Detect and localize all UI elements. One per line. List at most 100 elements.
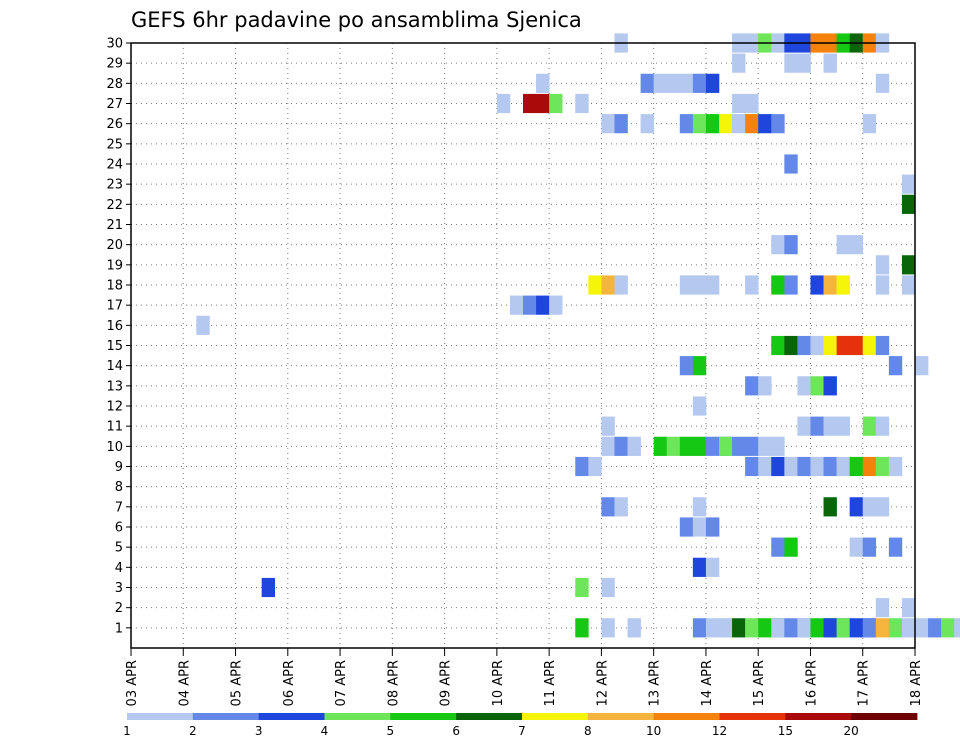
heatmap-cell <box>692 497 707 517</box>
colorbar-label: 15 <box>778 724 793 738</box>
heatmap-cell <box>901 255 916 275</box>
heatmap-cell <box>705 73 720 93</box>
y-tick-label: 2 <box>115 601 123 616</box>
y-tick-label: 3 <box>115 581 123 596</box>
heatmap-cell <box>549 295 563 315</box>
heatmap-cell <box>601 275 615 295</box>
colorbar-label: 3 <box>255 724 263 738</box>
heatmap-cell <box>719 618 733 638</box>
heatmap-cell <box>849 497 864 517</box>
y-tick-label: 9 <box>115 460 123 475</box>
heatmap-cell <box>627 436 641 456</box>
heatmap-cell <box>810 456 824 477</box>
heatmap-cell <box>640 73 654 93</box>
heatmap-cell <box>797 618 811 638</box>
x-tick-label: 05 APR <box>230 660 245 706</box>
heatmap-cell <box>888 618 903 638</box>
x-tick-label: 15 APR <box>752 660 767 706</box>
heatmap-cell <box>745 618 759 638</box>
y-tick-label: 8 <box>115 480 123 495</box>
heatmap-cell <box>692 396 707 416</box>
heatmap-cell <box>888 356 903 376</box>
colorbar-label: 10 <box>646 724 661 738</box>
heatmap-cell <box>901 174 916 194</box>
heatmap-cell <box>901 598 916 618</box>
y-tick-label: 1 <box>115 621 123 636</box>
heatmap-cell <box>627 618 641 638</box>
x-tick-label: 10 APR <box>491 660 506 706</box>
y-tick-label: 22 <box>106 198 123 213</box>
colorbar-swatch <box>258 713 325 720</box>
grid-lines <box>131 42 915 648</box>
heatmap-cell <box>614 436 628 456</box>
heatmap-cells <box>196 33 960 638</box>
heatmap-cell <box>888 456 903 477</box>
heatmap-cell <box>888 537 903 557</box>
heatmap-cell <box>679 356 694 376</box>
heatmap-cell <box>732 93 759 114</box>
colorbar: 1 2 3 4 5 6 7 8 10 12 15 20 <box>123 713 918 738</box>
heatmap-cell <box>875 456 890 477</box>
y-tick-label: 28 <box>106 77 123 92</box>
heatmap-cell <box>915 618 929 638</box>
heatmap-cell <box>836 275 850 295</box>
heatmap-cell <box>196 315 210 335</box>
heatmap-cell <box>692 356 707 376</box>
heatmap-cell <box>692 73 707 93</box>
heatmap-cell <box>862 114 877 134</box>
x-tick-label: 04 APR <box>177 660 192 706</box>
heatmap-cell <box>771 114 785 134</box>
heatmap-cell <box>705 517 720 537</box>
heatmap-cell <box>575 456 589 477</box>
x-tick-label: 13 APR <box>648 660 663 706</box>
heatmap-cell <box>692 557 707 577</box>
heatmap-cell <box>823 53 837 73</box>
heatmap-cell <box>575 93 589 114</box>
heatmap-cell <box>862 497 890 517</box>
heatmap-cell <box>601 416 615 436</box>
colorbar-swatch <box>653 713 720 720</box>
colorbar-label: 7 <box>518 724 526 738</box>
y-tick-label: 20 <box>106 238 123 253</box>
heatmap-cell <box>732 618 746 638</box>
colorbar-swatch <box>192 713 260 720</box>
heatmap-cell <box>653 73 694 93</box>
y-tick-label: 11 <box>106 420 123 435</box>
heatmap-cell <box>745 114 759 134</box>
heatmap-cell <box>771 235 785 255</box>
heatmap-cell <box>784 456 798 477</box>
y-tick-label: 16 <box>106 319 123 334</box>
heatmap-cell <box>523 93 550 114</box>
heatmap-cell <box>536 295 550 315</box>
heatmap-cell <box>862 618 877 638</box>
heatmap-cell <box>875 335 890 356</box>
heatmap-cell <box>758 376 772 396</box>
heatmap-cell <box>810 275 824 295</box>
heatmap-cell <box>771 456 785 477</box>
heatmap-cell <box>797 376 811 396</box>
heatmap-cell <box>862 537 877 557</box>
y-axis: 1234567891011121314151617181920212223242… <box>106 37 131 636</box>
y-tick-label: 4 <box>115 561 123 576</box>
heatmap-cell <box>862 416 877 436</box>
heatmap-cell <box>679 436 707 456</box>
heatmap-cell <box>719 114 733 134</box>
y-tick-label: 21 <box>106 218 123 233</box>
x-tick-label: 03 APR <box>125 660 140 706</box>
colorbar-label: 1 <box>123 724 131 738</box>
x-tick-label: 08 APR <box>386 660 401 706</box>
y-tick-label: 29 <box>106 57 123 72</box>
colorbar-swatch <box>785 713 852 720</box>
heatmap-cell <box>758 436 785 456</box>
heatmap-cell <box>666 436 681 456</box>
heatmap-cell <box>705 557 720 577</box>
y-tick-label: 10 <box>106 440 123 455</box>
heatmap-cell <box>745 376 759 396</box>
colorbar-label: 2 <box>189 724 197 738</box>
heatmap-cell <box>601 618 615 638</box>
heatmap-cell <box>849 456 864 477</box>
heatmap-cell <box>784 275 798 295</box>
y-tick-label: 12 <box>106 400 123 415</box>
heatmap-cell <box>705 114 720 134</box>
